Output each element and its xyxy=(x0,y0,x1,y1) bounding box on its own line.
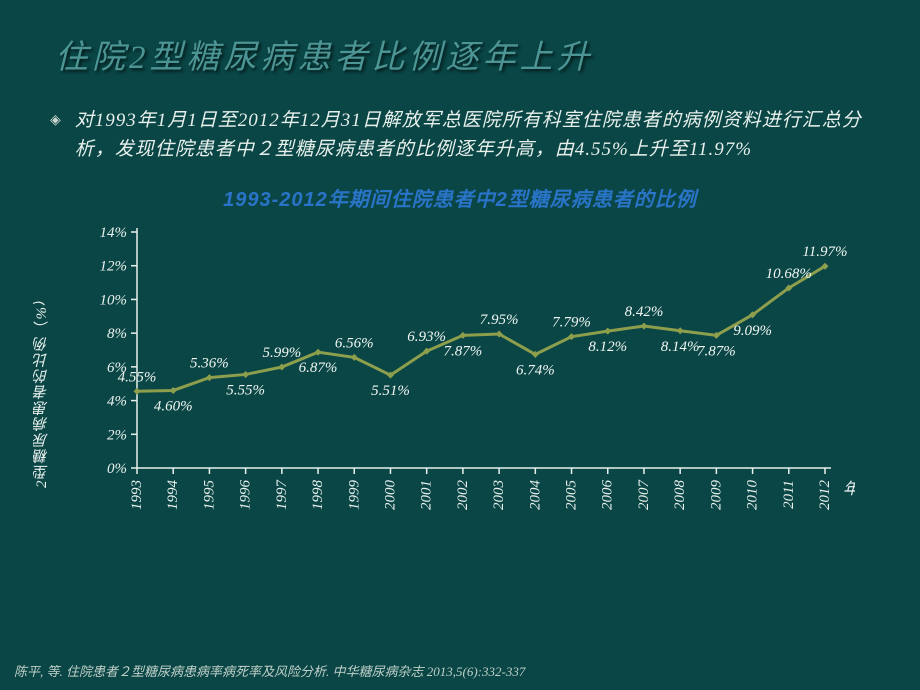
svg-text:2001: 2001 xyxy=(419,480,435,510)
svg-text:2011: 2011 xyxy=(781,480,797,509)
svg-text:1993: 1993 xyxy=(129,480,145,510)
svg-text:4.60%: 4.60% xyxy=(154,398,193,414)
chart-area: 2型糖尿病患者的比例（%） 0%2%4%6%8%10%12%14%1993199… xyxy=(45,220,865,530)
svg-text:1994: 1994 xyxy=(165,479,181,510)
svg-text:2012: 2012 xyxy=(817,479,833,510)
svg-text:12%: 12% xyxy=(100,259,128,275)
svg-text:年: 年 xyxy=(843,480,855,498)
svg-text:1999: 1999 xyxy=(346,479,362,510)
svg-text:5.36%: 5.36% xyxy=(190,356,229,372)
svg-text:4.55%: 4.55% xyxy=(118,369,157,385)
citation: 陈平, 等. 住院患者２型糖尿病患病率病死率及风险分析. 中华糖尿病杂志 201… xyxy=(14,661,525,680)
slide: 住院2型糖尿病患者比例逐年上升 ◈ 对1993年1月1日至2012年12月31日… xyxy=(0,0,920,690)
svg-text:8.42%: 8.42% xyxy=(625,304,664,320)
svg-text:6.74%: 6.74% xyxy=(516,362,555,378)
svg-text:11.97%: 11.97% xyxy=(802,244,847,260)
svg-text:2006: 2006 xyxy=(600,479,616,510)
svg-text:2000: 2000 xyxy=(382,479,398,510)
svg-text:1996: 1996 xyxy=(238,479,254,510)
svg-text:10.68%: 10.68% xyxy=(766,266,812,282)
svg-text:4%: 4% xyxy=(107,393,127,409)
svg-text:8.14%: 8.14% xyxy=(661,339,700,355)
svg-text:1998: 1998 xyxy=(310,479,326,510)
svg-text:2004: 2004 xyxy=(527,479,543,510)
bullet-row: ◈ 对1993年1月1日至2012年12月31日解放军总医院所有科室住院患者的病… xyxy=(50,106,865,165)
svg-text:7.87%: 7.87% xyxy=(444,343,483,359)
svg-text:5.99%: 5.99% xyxy=(262,345,301,361)
svg-text:2010: 2010 xyxy=(745,479,761,510)
svg-text:6.56%: 6.56% xyxy=(335,335,374,351)
diamond-bullet-icon: ◈ xyxy=(50,112,61,129)
svg-text:6.87%: 6.87% xyxy=(299,360,338,376)
svg-text:5.55%: 5.55% xyxy=(226,382,265,398)
slide-title: 住院2型糖尿病患者比例逐年上升 xyxy=(55,30,865,78)
svg-text:10%: 10% xyxy=(100,292,128,308)
line-chart: 0%2%4%6%8%10%12%14%199319941995199619971… xyxy=(85,220,855,530)
y-axis-label: 2型糖尿病患者的比例（%） xyxy=(31,290,52,488)
svg-text:2005: 2005 xyxy=(564,479,580,510)
chart-title: 1993-2012年期间住院患者中2型糖尿病患者的比例 xyxy=(55,183,865,212)
svg-text:9.09%: 9.09% xyxy=(733,323,772,339)
svg-text:1997: 1997 xyxy=(274,478,290,510)
svg-text:2008: 2008 xyxy=(672,479,688,510)
svg-text:6.93%: 6.93% xyxy=(407,329,446,345)
svg-text:7.95%: 7.95% xyxy=(480,312,519,328)
svg-text:5.51%: 5.51% xyxy=(371,383,410,399)
bullet-text: 对1993年1月1日至2012年12月31日解放军总医院所有科室住院患者的病例资… xyxy=(75,106,865,165)
svg-text:8.12%: 8.12% xyxy=(588,339,627,355)
svg-text:7.79%: 7.79% xyxy=(552,315,591,331)
svg-text:0%: 0% xyxy=(107,461,127,477)
svg-text:2002: 2002 xyxy=(455,479,471,510)
svg-text:7.87%: 7.87% xyxy=(697,343,736,359)
svg-text:14%: 14% xyxy=(100,225,128,241)
svg-text:8%: 8% xyxy=(107,326,127,342)
svg-text:2%: 2% xyxy=(107,427,127,443)
svg-text:2003: 2003 xyxy=(491,480,507,510)
svg-text:2009: 2009 xyxy=(708,479,724,510)
svg-text:1995: 1995 xyxy=(201,479,217,510)
svg-text:2007: 2007 xyxy=(636,478,652,510)
